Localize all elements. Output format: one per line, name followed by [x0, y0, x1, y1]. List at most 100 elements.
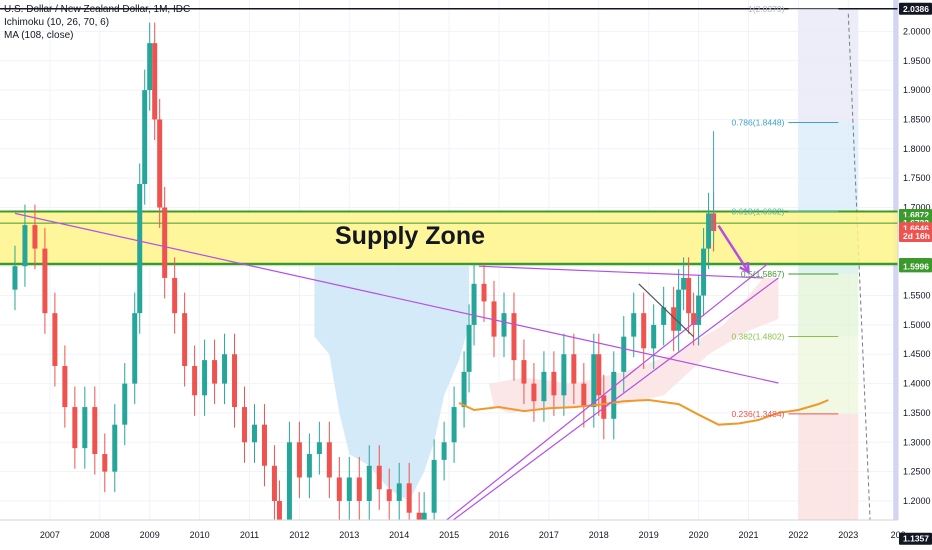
candle-body	[511, 313, 517, 361]
arrow-shaft[interactable]	[717, 225, 750, 273]
candle-body	[157, 119, 163, 208]
projection-arrow[interactable]	[717, 225, 750, 275]
y-tick-label: 1.2500	[903, 467, 931, 477]
ma-label[interactable]: MA (108, close)	[4, 30, 74, 41]
candle-body	[571, 354, 577, 384]
candle-body	[671, 307, 677, 331]
candle-body	[316, 442, 322, 455]
candle-body	[356, 477, 362, 501]
candle-body	[696, 295, 702, 325]
x-tick-label: 2018	[589, 530, 609, 540]
candle-body	[122, 383, 128, 425]
trend-line[interactable]	[423, 262, 769, 539]
candle-body	[52, 313, 58, 366]
candle-body	[641, 313, 647, 349]
trend-line[interactable]	[428, 277, 779, 539]
y-tick-label: 1.4000	[903, 379, 931, 389]
supply-zone-label: Supply Zone	[335, 222, 485, 250]
candle-body	[202, 360, 208, 396]
arrow-head[interactable]	[739, 262, 750, 275]
trend-line[interactable]	[479, 265, 764, 279]
candle-body	[466, 324, 472, 372]
candle-body	[152, 43, 158, 120]
x-tick-label: 2015	[439, 530, 459, 540]
y-tick-label: 1.9500	[903, 56, 931, 66]
candle-body	[366, 465, 372, 501]
fib-level-label: 0.786(1.8448)	[731, 118, 784, 128]
candle-body	[112, 424, 118, 472]
trend-line[interactable]	[14, 212, 779, 384]
y-tick-label: 1.3500	[903, 408, 931, 418]
candle-body	[461, 371, 467, 408]
candlestick-series	[12, 22, 717, 550]
cloud-area	[314, 266, 470, 501]
ma-polyline	[458, 399, 829, 426]
candle-body	[32, 225, 38, 249]
candle-body	[681, 277, 687, 290]
price-axis[interactable]: 2.0000 1.9500 1.9000 1.8500 1.8000 1.7500 1.70…	[897, 0, 932, 550]
candle-body	[491, 301, 497, 337]
fib-level-label: 1(2.0379)	[748, 4, 785, 14]
candle-body	[471, 283, 477, 325]
candle-body	[631, 313, 637, 337]
price-tag-label: 1.1357	[903, 534, 929, 544]
supply-zone[interactable]	[0, 211, 898, 264]
candle-body	[192, 365, 198, 396]
price-tag-label: 2.0386	[903, 4, 929, 14]
x-tick-label: 2014	[389, 530, 409, 540]
time-axis[interactable]: 2007 2008 2009 2010 2011 2012 2013 2014 2015 2016…	[0, 519, 932, 550]
price-tag-label: 1.6646	[903, 223, 929, 233]
candle-body	[162, 207, 168, 278]
candle-body	[62, 365, 68, 408]
y-tick-label: 1.5500	[903, 291, 931, 301]
candle-body	[686, 277, 692, 314]
candle-body	[481, 283, 487, 302]
x-tick-label: 2022	[788, 530, 808, 540]
candle-body	[276, 500, 282, 525]
y-tick-label: 1.9000	[903, 85, 931, 95]
candle-body	[651, 324, 657, 349]
fib-band	[798, 413, 859, 539]
candle-body	[102, 454, 108, 472]
candle-body	[286, 442, 292, 525]
candle-body	[676, 289, 682, 331]
x-tick-label: 2021	[738, 530, 758, 540]
x-tick-label: 2010	[190, 530, 210, 540]
time-axis-bg	[0, 520, 932, 550]
x-tick-label: 2009	[140, 530, 160, 540]
trend-lines[interactable]	[14, 212, 779, 539]
x-tick-label: 202	[891, 530, 906, 540]
x-tick-label: 2017	[539, 530, 559, 540]
candle-body	[92, 407, 98, 455]
candle-body	[346, 477, 352, 501]
fib-band	[798, 9, 859, 123]
trend-line[interactable]	[638, 283, 695, 338]
y-tick-label: 1.5000	[903, 320, 931, 330]
candle-body	[82, 407, 88, 449]
ichimoku-label[interactable]: Ichimoku (10, 26, 70, 6)	[4, 17, 110, 28]
symbol-title[interactable]: U.S. Dollar / New Zealand Dollar, 1M, ID…	[4, 4, 191, 15]
fib-level-label: 0.5(1.5867)	[741, 269, 785, 279]
candle-body	[441, 442, 447, 460]
candle-body	[621, 336, 627, 372]
x-tick-label: 2007	[40, 530, 60, 540]
candle-body	[182, 313, 188, 366]
candle-body	[22, 225, 28, 267]
price-tag	[899, 532, 932, 545]
fib-band	[798, 274, 859, 337]
price-tag-label: 1.6872	[903, 210, 929, 220]
fib-band	[798, 336, 859, 414]
candle-body	[701, 248, 707, 296]
candle-body	[376, 465, 382, 490]
fib-bands	[798, 0, 914, 539]
x-tick-label: 2019	[639, 530, 659, 540]
price-tag	[899, 2, 932, 15]
y-tick-label: 1.7500	[903, 173, 931, 183]
x-tick-label: 2008	[90, 530, 110, 540]
y-tick-label: 1.7000	[903, 203, 931, 213]
y-tick-label: 1.8000	[903, 144, 931, 154]
candle-body	[551, 371, 557, 396]
candle-body	[706, 213, 712, 249]
y-tick-label: 1.4500	[903, 349, 931, 359]
